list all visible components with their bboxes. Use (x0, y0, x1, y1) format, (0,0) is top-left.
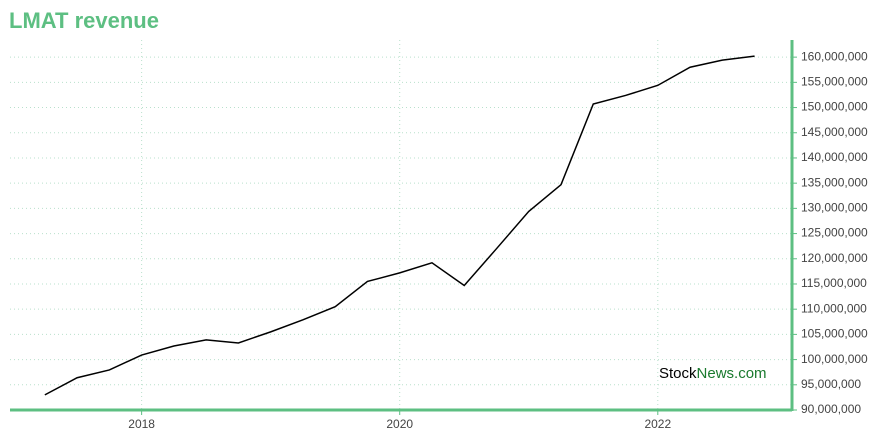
y-tick-label: 115,000,000 (801, 276, 867, 290)
y-tick-label: 150,000,000 (801, 100, 868, 114)
x-tick-label: 2022 (644, 417, 671, 431)
chart-title: LMAT revenue (9, 8, 159, 33)
watermark: StockNews.com (659, 365, 767, 382)
y-tick-label: 110,000,000 (801, 301, 867, 315)
y-tick-label: 95,000,000 (801, 377, 861, 391)
y-tick-label: 100,000,000 (801, 352, 868, 366)
y-tick-label: 130,000,000 (801, 201, 868, 215)
watermark-stock: Stock (659, 365, 697, 382)
y-tick-label: 90,000,000 (801, 402, 861, 416)
y-tick-label: 160,000,000 (801, 49, 868, 63)
line (44, 55, 755, 396)
x-tick-label: 2018 (128, 417, 155, 431)
y-tick-label: 135,000,000 (801, 175, 868, 189)
y-tick-label: 140,000,000 (801, 150, 868, 164)
x-tick-label: 2020 (386, 417, 413, 431)
y-tick-label: 120,000,000 (801, 251, 868, 265)
y-tick-label: 105,000,000 (801, 327, 868, 341)
y-tick-label: 145,000,000 (801, 125, 868, 139)
y-tick-label: 155,000,000 (801, 75, 868, 89)
y-tick-label: 125,000,000 (801, 226, 868, 240)
watermark-news: News.com (697, 365, 767, 382)
